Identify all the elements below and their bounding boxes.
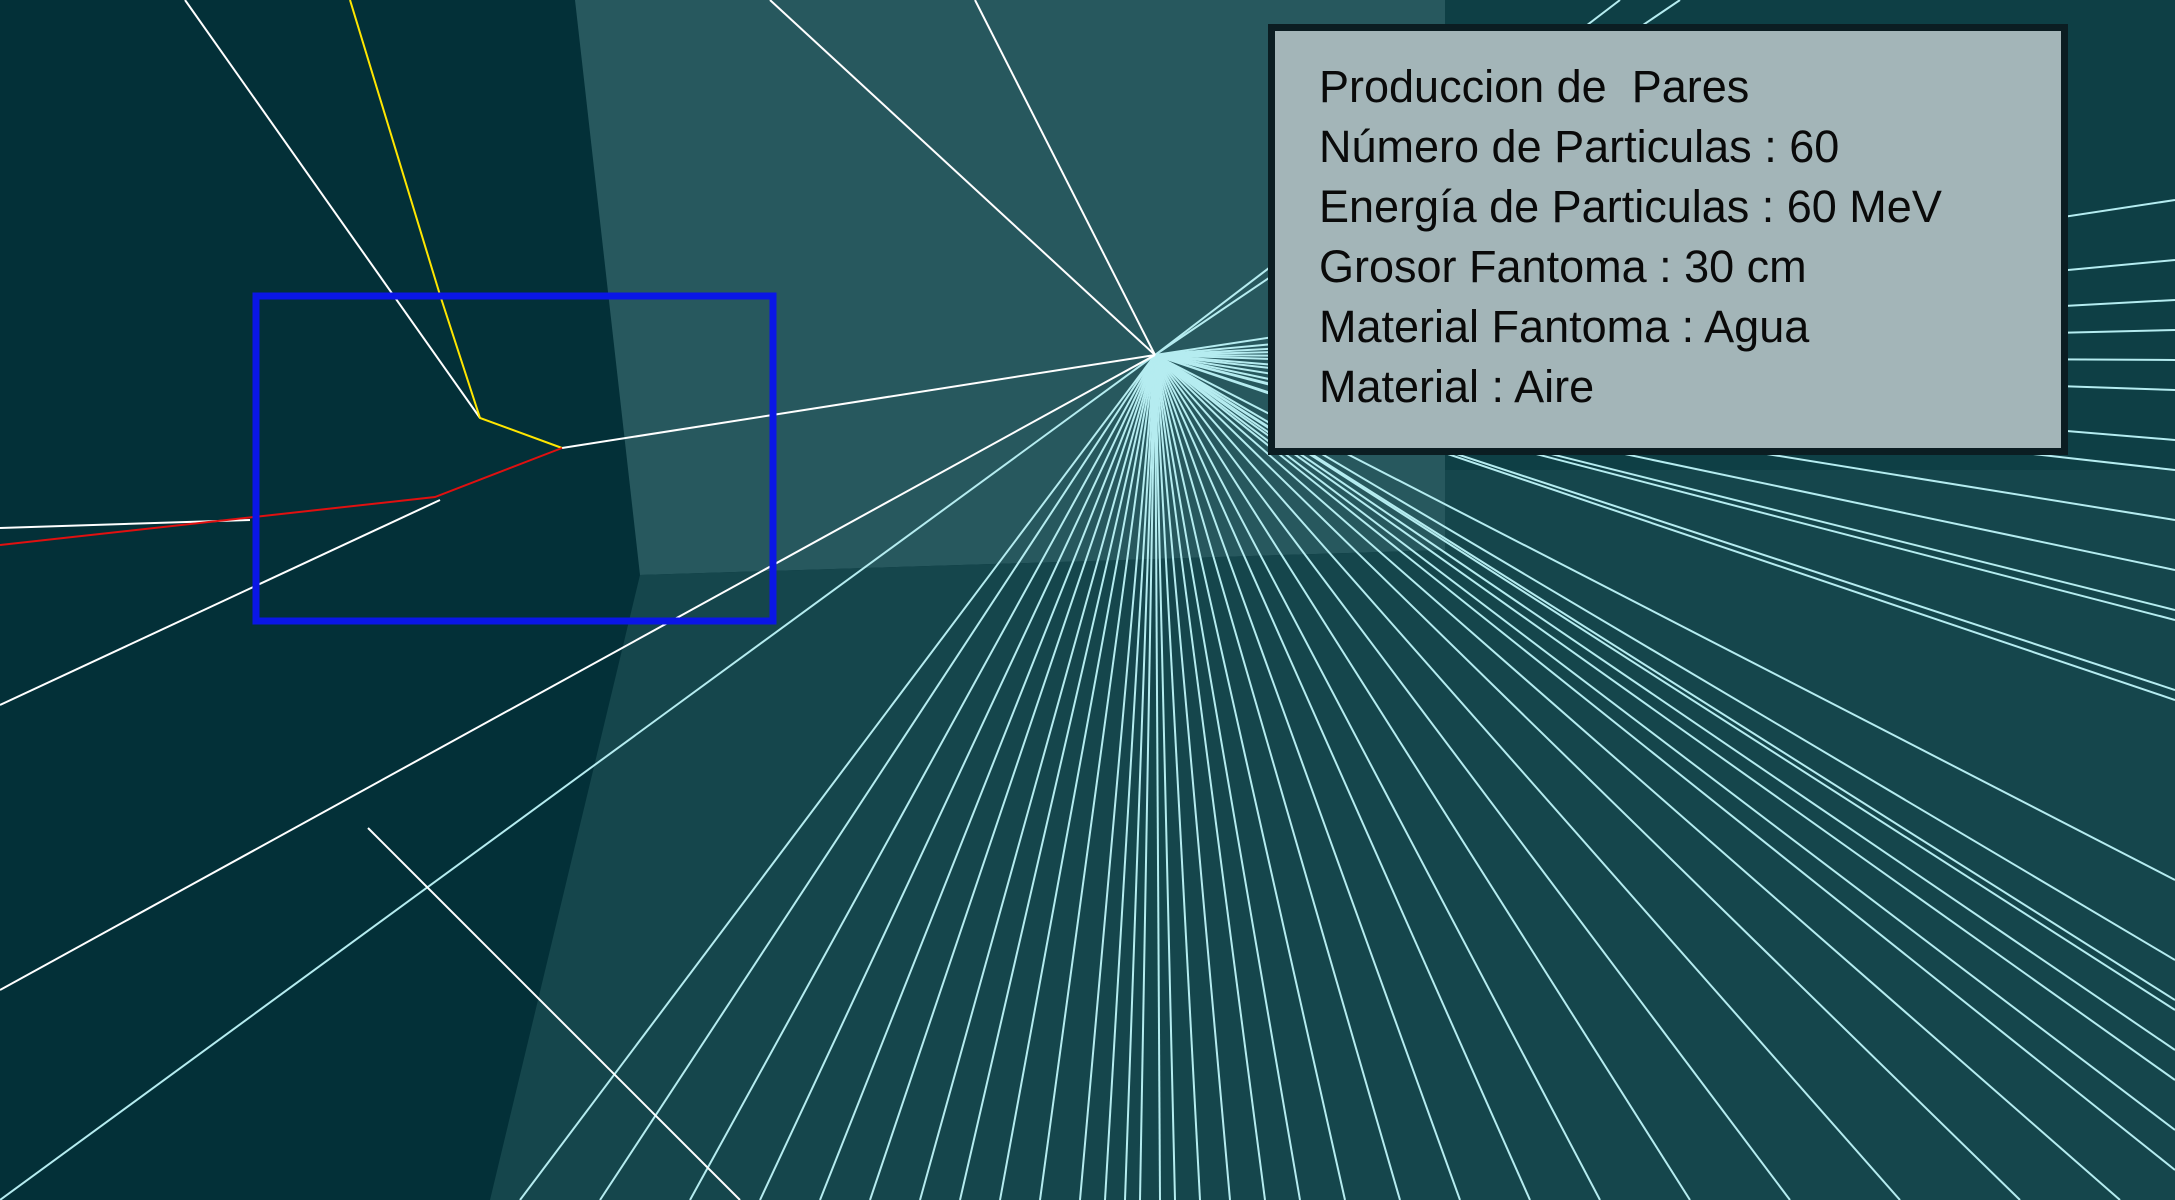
- gamma-track: [1104, 354, 1156, 1200]
- gamma-track: [1154, 354, 1301, 1200]
- gamma-track: [1154, 354, 1461, 1200]
- track-white-left-lower: [0, 354, 1156, 991]
- gamma-track: [759, 354, 1156, 1200]
- gamma-track: [1039, 354, 1156, 1200]
- info-phantom-material: Material Fantoma : Agua: [1319, 301, 1810, 352]
- track-electron: [349, 0, 563, 449]
- track-white-top-2: [974, 0, 1156, 356]
- info-title: Produccion de Pares: [1319, 61, 1750, 112]
- gamma-track: [1139, 354, 1156, 1200]
- track-white-bottom: [367, 827, 741, 1200]
- gamma-track: [599, 354, 1156, 1200]
- info-particle-energy: Energía de Particulas : 60 MeV: [1319, 181, 1942, 232]
- gamma-track: [1154, 354, 1791, 1200]
- gamma-track: [1154, 354, 2175, 1131]
- track-white-top: [769, 0, 1156, 356]
- gamma-track: [1154, 354, 2021, 1200]
- gamma-track: [519, 354, 1156, 1200]
- gamma-track: [999, 354, 1156, 1200]
- gamma-track: [1154, 354, 2175, 1171]
- gamma-track: [1154, 354, 1201, 1200]
- gamma-track: [1079, 354, 1156, 1200]
- gamma-track: [689, 354, 1156, 1200]
- track-white-scattered: [561, 354, 1156, 449]
- gamma-track: [1154, 354, 2121, 1200]
- track-positron: [0, 447, 563, 546]
- gamma-track: [1154, 354, 2175, 1051]
- info-phantom-thickness: Grosor Fantoma : 30 cm: [1319, 241, 1807, 292]
- gamma-track: [1154, 354, 2175, 961]
- gamma-track: [1154, 354, 1231, 1200]
- gamma-track: [1154, 354, 1901, 1200]
- white-tracks: [0, 0, 1156, 1200]
- gamma-track: [1154, 354, 1531, 1200]
- gamma-track: [1154, 354, 1401, 1200]
- gamma-track: [819, 354, 1156, 1200]
- track-white-left-long: [0, 499, 441, 706]
- detector-box: [252, 292, 777, 625]
- gamma-track: [1154, 354, 2175, 1001]
- gamma-track: [869, 354, 1156, 1200]
- gamma-track: [1124, 354, 1156, 1200]
- info-particle-count: Número de Particulas : 60: [1319, 121, 1840, 172]
- gamma-track: [1154, 354, 2175, 1081]
- phantom-side-face: [575, 0, 1445, 575]
- gamma-track: [959, 354, 1156, 1200]
- gamma-track: [0, 354, 1156, 1200]
- gamma-track: [1154, 354, 1691, 1200]
- gamma-track: [919, 354, 1156, 1200]
- gamma-track: [1154, 354, 1346, 1200]
- track-white-diagonal: [184, 0, 481, 419]
- gamma-track: [1154, 354, 1601, 1200]
- gamma-track: [1154, 354, 1176, 1200]
- gamma-track: [1154, 354, 2175, 1011]
- info-panel: Produccion de Pares Número de Particulas…: [1268, 24, 2068, 455]
- gamma-track: [1154, 354, 1161, 1200]
- info-material: Material : Aire: [1319, 361, 1595, 412]
- phantom-lower-face: [490, 470, 2175, 1200]
- gamma-track: [1154, 354, 1266, 1200]
